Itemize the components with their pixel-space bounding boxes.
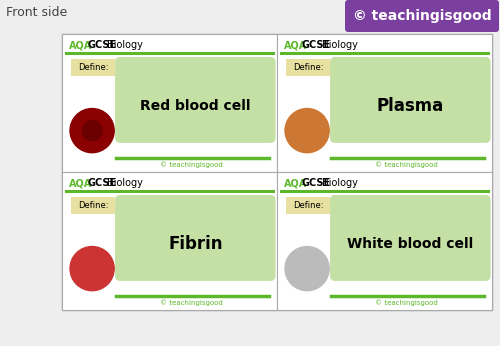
FancyBboxPatch shape <box>345 0 499 32</box>
Text: AQA: AQA <box>284 178 307 188</box>
Text: GCSE: GCSE <box>302 178 331 188</box>
FancyBboxPatch shape <box>286 197 330 214</box>
Bar <box>62 172 277 310</box>
Text: Fibrin: Fibrin <box>168 235 222 253</box>
Text: AQA: AQA <box>69 178 92 188</box>
Text: Define:: Define: <box>293 63 323 72</box>
Text: Define:: Define: <box>293 201 323 210</box>
Text: AQA: AQA <box>69 40 92 50</box>
Bar <box>62 34 277 172</box>
FancyBboxPatch shape <box>286 59 330 76</box>
FancyBboxPatch shape <box>71 59 115 76</box>
Text: © teachingisgood: © teachingisgood <box>374 162 438 169</box>
Circle shape <box>82 121 102 140</box>
Text: Define:: Define: <box>78 63 108 72</box>
Text: Biology: Biology <box>322 40 358 50</box>
Text: Plasma: Plasma <box>376 97 444 115</box>
FancyBboxPatch shape <box>71 197 115 214</box>
Text: Biology: Biology <box>107 40 143 50</box>
Text: Define:: Define: <box>78 201 108 210</box>
Text: © teachingisgood: © teachingisgood <box>374 300 438 306</box>
Text: Red blood cell: Red blood cell <box>140 99 250 113</box>
Bar <box>277 34 492 172</box>
Text: White blood cell: White blood cell <box>347 237 474 251</box>
Text: GCSE: GCSE <box>87 40 116 50</box>
Text: GCSE: GCSE <box>302 40 331 50</box>
Bar <box>277 172 492 310</box>
Circle shape <box>70 109 114 153</box>
Text: Biology: Biology <box>322 178 358 188</box>
Text: GCSE: GCSE <box>87 178 116 188</box>
FancyBboxPatch shape <box>330 57 490 143</box>
FancyBboxPatch shape <box>330 195 490 281</box>
FancyBboxPatch shape <box>115 195 276 281</box>
Text: © teachingisgood: © teachingisgood <box>160 162 222 169</box>
Bar <box>62 34 492 310</box>
Text: Biology: Biology <box>107 178 143 188</box>
Circle shape <box>285 109 329 153</box>
FancyBboxPatch shape <box>115 57 276 143</box>
Text: Front side: Front side <box>6 6 67 18</box>
Text: © teachingisgood: © teachingisgood <box>160 300 222 306</box>
Text: AQA: AQA <box>284 40 307 50</box>
Circle shape <box>285 246 329 291</box>
Circle shape <box>70 246 114 291</box>
Text: © teachingisgood: © teachingisgood <box>352 9 492 23</box>
